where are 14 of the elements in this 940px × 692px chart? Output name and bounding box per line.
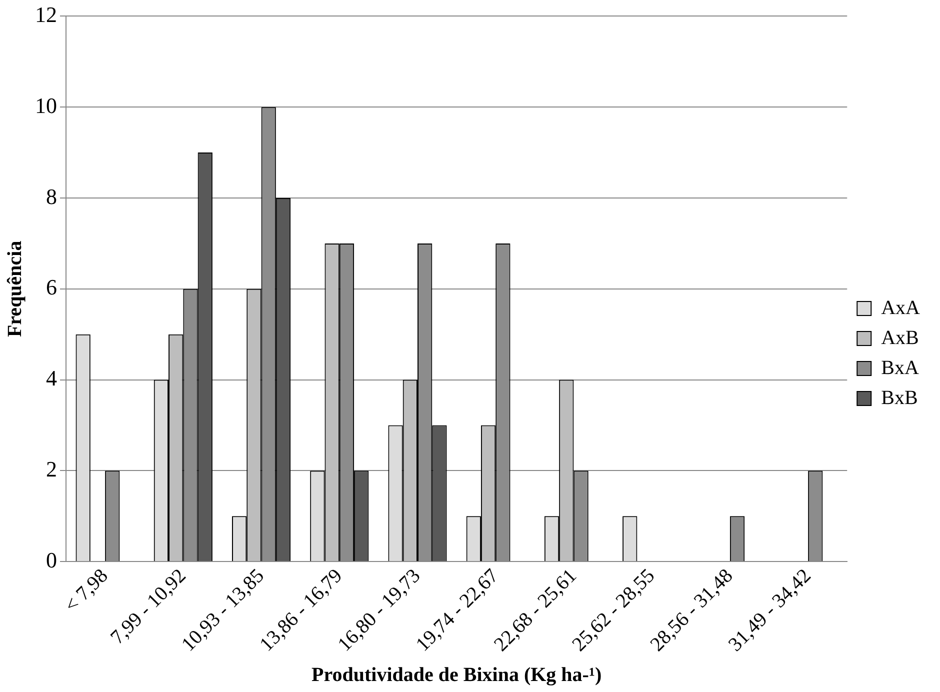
y-axis-title: Frequência — [4, 240, 26, 338]
x-axis-title: Produtividade de Bixina (Kg ha-¹) — [312, 664, 602, 686]
legend-label: AxB — [881, 326, 919, 349]
y-tick-label: 12 — [35, 2, 57, 27]
legend-label: AxA — [881, 296, 921, 319]
x-tick-label: < 7,98 — [60, 564, 112, 617]
y-tick-label: 6 — [46, 274, 57, 300]
y-tick-label: 10 — [35, 92, 57, 118]
y-tick-label: 4 — [46, 366, 57, 391]
y-tick-label: 0 — [46, 547, 57, 572]
legend-label: BxA — [881, 356, 920, 379]
legend-label: BxB — [881, 386, 918, 409]
y-tick-label: 2 — [46, 456, 57, 482]
y-tick-label: 8 — [46, 184, 57, 209]
